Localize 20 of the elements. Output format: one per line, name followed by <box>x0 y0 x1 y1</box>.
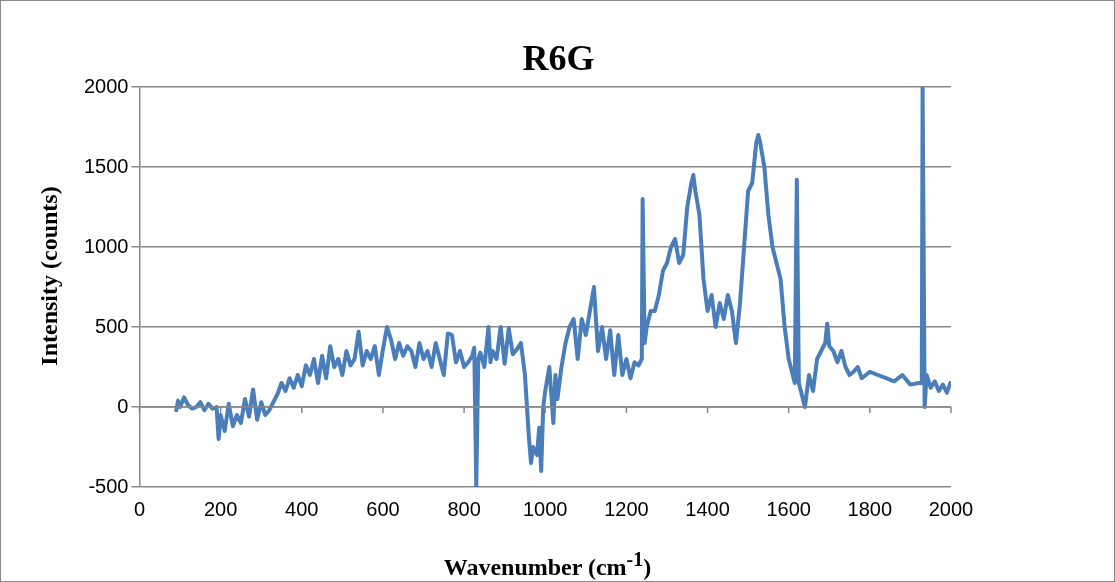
x-tick-label: 2000 <box>928 497 974 520</box>
x-tick-label: 800 <box>447 497 481 520</box>
x-tick-label: 400 <box>285 497 319 520</box>
chart-title: R6G <box>522 38 595 78</box>
x-tick-label: 1000 <box>523 497 568 520</box>
x-tick-label: 0 <box>133 497 146 520</box>
y-tick-label: 1000 <box>83 234 129 257</box>
x-tick-label: 600 <box>366 497 400 520</box>
y-tick-label: 1500 <box>83 154 129 177</box>
x-tick-label: 200 <box>203 497 238 520</box>
y-axis-title: Intensity (counts) <box>35 186 63 366</box>
x-tick-label: 1600 <box>766 497 811 520</box>
y-tick-label: -500 <box>88 474 129 497</box>
x-tick-label: 1800 <box>847 497 893 520</box>
y-tick-label: 0 <box>117 394 129 417</box>
y-tick-label: 500 <box>95 314 129 337</box>
x-axis-title: Wavenumber (cm$^{-1}$) <box>442 548 653 581</box>
x-tick-label: 1400 <box>685 497 730 520</box>
y-tick-label: 2000 <box>83 74 129 97</box>
x-tick-label: 1200 <box>604 497 649 520</box>
